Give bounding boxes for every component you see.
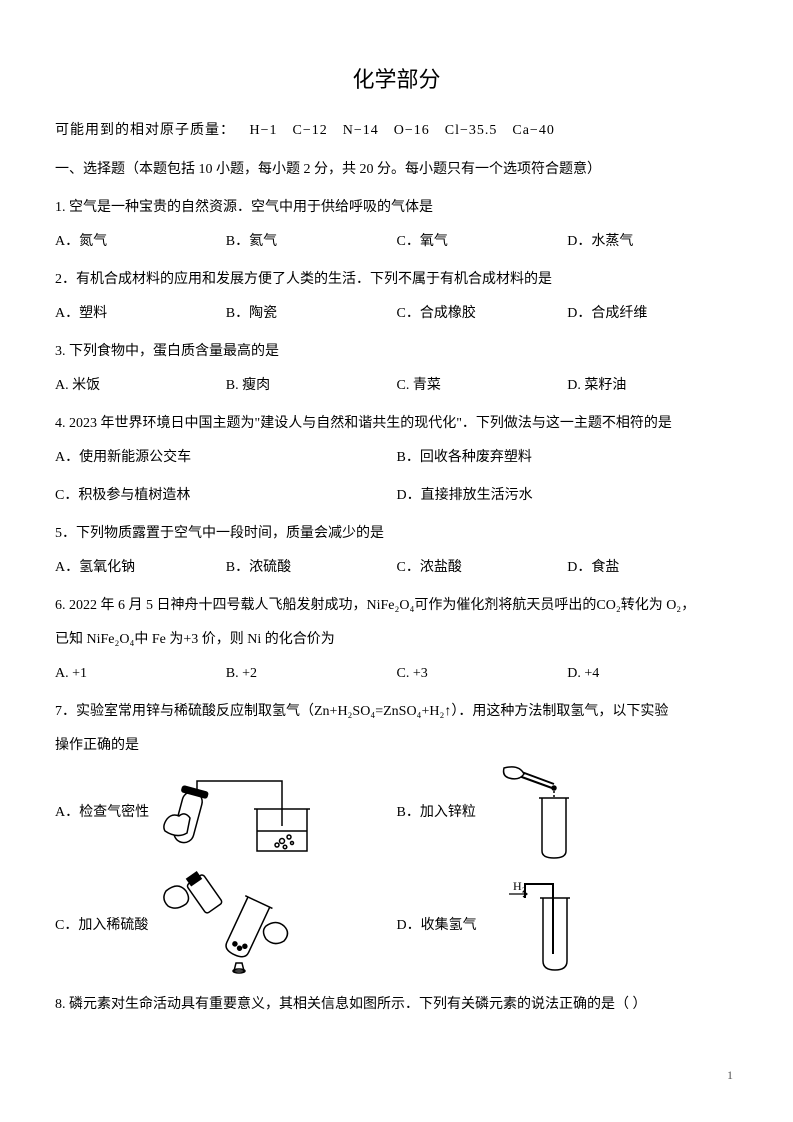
q6-line1: 6. 2022 年 6 月 5 日神舟十四号载人飞船发射成功，NiFe₂O₄可作… <box>55 592 738 620</box>
q7-line1: 7．实验室常用锌与稀硫酸反应制取氢气（Zn+H₂SO₄=ZnSO₄+H₂↑）．用… <box>55 698 738 726</box>
question-3: 3. 下列食物中，蛋白质含量最高的是 A. 米饭 B. 瘦肉 C. 青菜 D. … <box>55 338 738 400</box>
q3-option-d: D. 菜籽油 <box>567 372 738 400</box>
q1-option-c: C．氧气 <box>397 228 568 256</box>
q1-option-a: A．氮气 <box>55 228 226 256</box>
q3-text: 3. 下列食物中，蛋白质含量最高的是 <box>55 338 738 366</box>
q7-figure-a-svg <box>157 771 322 856</box>
q7-figure-b: B．加入锌粒 <box>397 766 739 861</box>
q2-option-d: D．合成纤维 <box>567 300 738 328</box>
q2-text: 2．有机合成材料的应用和发展方便了人类的生活．下列不属于有机合成材料的是 <box>55 266 738 294</box>
q6-option-d: D. +4 <box>567 660 738 688</box>
question-6: 6. 2022 年 6 月 5 日神舟十四号载人飞船发射成功，NiFe₂O₄可作… <box>55 592 738 688</box>
q7-option-b: B．加入锌粒 <box>397 799 476 827</box>
atomic-mass-intro: 可能用到的相对原子质量： <box>55 123 235 138</box>
q1-text: 1. 空气是一种宝贵的自然资源．空气中用于供给呼吸的气体是 <box>55 194 738 222</box>
q3-option-c: C. 青菜 <box>397 372 568 400</box>
q7-option-c: C．加入稀硫酸 <box>55 912 148 940</box>
q7-figure-d: D．收集氢气 H₂ <box>397 876 739 976</box>
q6-option-a: A. +1 <box>55 660 226 688</box>
q4-option-a: A．使用新能源公交车 <box>55 444 397 472</box>
question-1: 1. 空气是一种宝贵的自然资源．空气中用于供给呼吸的气体是 A．氮气 B．氦气 … <box>55 194 738 256</box>
q1-option-d: D．水蒸气 <box>567 228 738 256</box>
q7-figure-b-svg <box>484 766 594 861</box>
q5-option-a: A．氢氧化钠 <box>55 554 226 582</box>
document-title: 化学部分 <box>55 60 738 100</box>
q7-figure-a: A．检查气密性 <box>55 771 397 856</box>
q6-option-b: B. +2 <box>226 660 397 688</box>
q2-option-c: C．合成橡胶 <box>397 300 568 328</box>
q6-line2: 已知 NiFe₂O₄中 Fe 为+3 价，则 Ni 的化合价为 <box>55 626 738 654</box>
atomic-mass-line: 可能用到的相对原子质量： H−1 C−12 N−14 O−16 Cl−35.5 … <box>55 118 738 143</box>
section-heading: 一、选择题（本题包括 10 小题，每小题 2 分，共 20 分。每小题只有一个选… <box>55 157 738 182</box>
q7-figure-c-svg <box>156 871 306 981</box>
atomic-mass-values: H−1 C−12 N−14 O−16 Cl−35.5 Ca−40 <box>250 123 555 138</box>
page-number: 1 <box>727 1065 733 1087</box>
q5-option-c: C．浓盐酸 <box>397 554 568 582</box>
q4-option-b: B．回收各种废弃塑料 <box>397 444 739 472</box>
q7-line2: 操作正确的是 <box>55 732 738 760</box>
q5-option-d: D．食盐 <box>567 554 738 582</box>
q7-option-d: D．收集氢气 <box>397 912 477 940</box>
q7-figure-row-cd: C．加入稀硫酸 <box>55 871 738 981</box>
q7-figure-c: C．加入稀硫酸 <box>55 871 397 981</box>
q7-figure-row-ab: A．检查气密性 <box>55 766 738 861</box>
q4-text: 4. 2023 年世界环境日中国主题为"建设人与自然和谐共生的现代化"．下列做法… <box>55 410 738 438</box>
q7-option-a: A．检查气密性 <box>55 799 149 827</box>
q3-option-b: B. 瘦肉 <box>226 372 397 400</box>
q7-figure-d-svg: H₂ <box>485 876 595 976</box>
q3-option-a: A. 米饭 <box>55 372 226 400</box>
q4-option-c: C．积极参与植树造林 <box>55 482 397 510</box>
q4-option-d: D．直接排放生活污水 <box>397 482 739 510</box>
question-8: 8. 磷元素对生命活动具有重要意义，其相关信息如图所示．下列有关磷元素的说法正确… <box>55 991 738 1019</box>
q2-option-a: A．塑料 <box>55 300 226 328</box>
q5-option-b: B．浓硫酸 <box>226 554 397 582</box>
q2-option-b: B．陶瓷 <box>226 300 397 328</box>
question-4: 4. 2023 年世界环境日中国主题为"建设人与自然和谐共生的现代化"．下列做法… <box>55 410 738 510</box>
q1-option-b: B．氦气 <box>226 228 397 256</box>
q6-option-c: C. +3 <box>397 660 568 688</box>
q5-text: 5．下列物质露置于空气中一段时间，质量会减少的是 <box>55 520 738 548</box>
question-2: 2．有机合成材料的应用和发展方便了人类的生活．下列不属于有机合成材料的是 A．塑… <box>55 266 738 328</box>
question-7: 7．实验室常用锌与稀硫酸反应制取氢气（Zn+H₂SO₄=ZnSO₄+H₂↑）．用… <box>55 698 738 981</box>
question-5: 5．下列物质露置于空气中一段时间，质量会减少的是 A．氢氧化钠 B．浓硫酸 C．… <box>55 520 738 582</box>
q8-text: 8. 磷元素对生命活动具有重要意义，其相关信息如图所示．下列有关磷元素的说法正确… <box>55 991 738 1019</box>
q7-d-gas-label: H₂ <box>513 879 526 893</box>
